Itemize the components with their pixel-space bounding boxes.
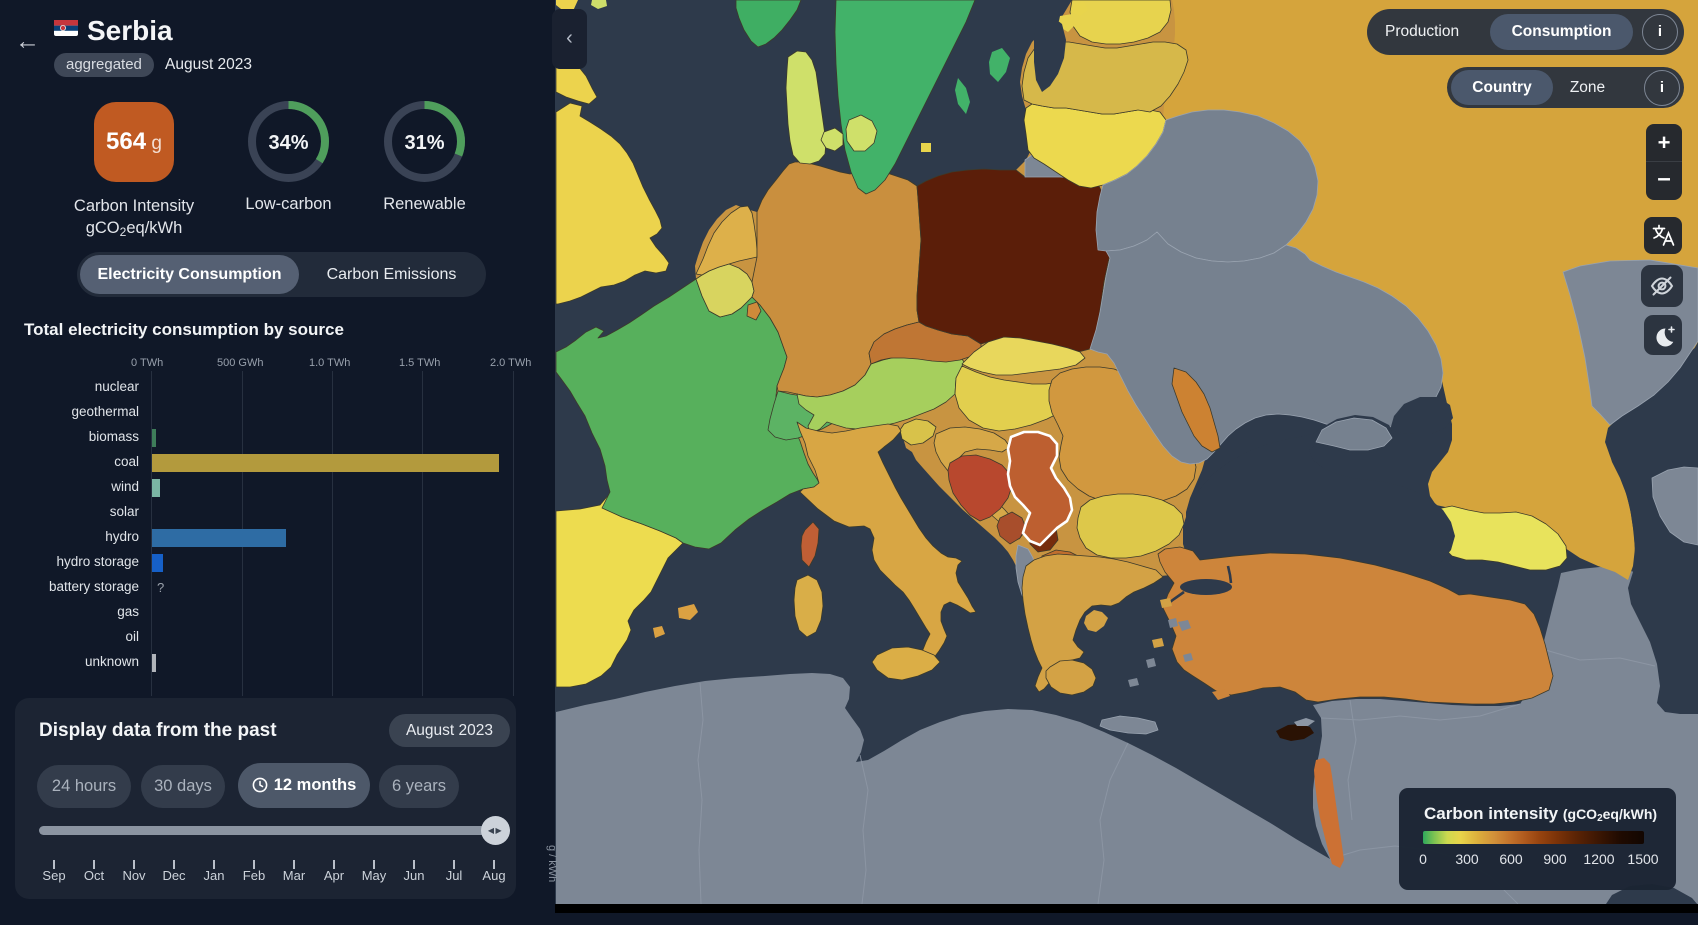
svg-text:34%: 34%	[268, 132, 308, 154]
svg-text:31%: 31%	[404, 132, 444, 154]
